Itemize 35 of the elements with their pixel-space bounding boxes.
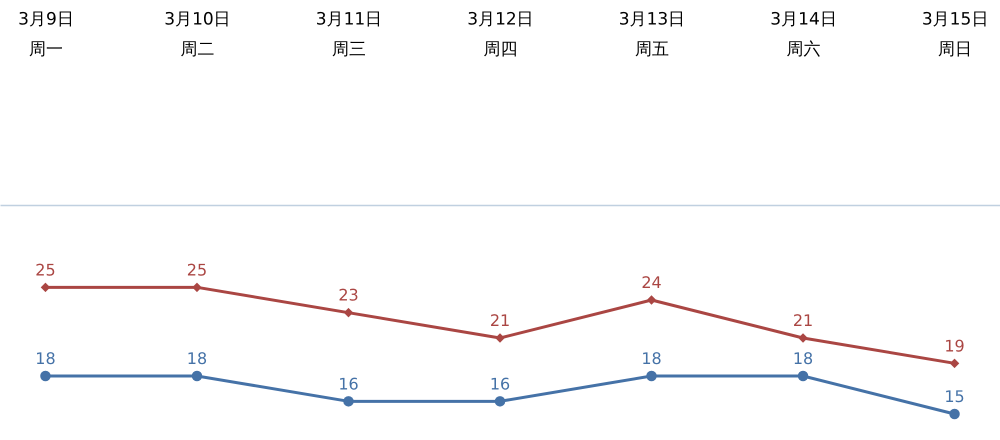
point (495, 333, 505, 343)
data-label: 23 (338, 286, 359, 305)
data-label: 18 (186, 349, 208, 368)
point (950, 358, 960, 368)
point (192, 282, 202, 292)
data-label: 21 (792, 311, 814, 330)
data-label: 18 (35, 349, 56, 368)
data-label: 24 (641, 273, 662, 292)
data-label: 16 (490, 374, 510, 394)
x-tick-label: 3月12日周四 (467, 10, 534, 60)
data-label: 19 (944, 336, 965, 356)
point (344, 308, 354, 318)
point (949, 408, 960, 420)
data-label: 25 (35, 260, 56, 280)
x-tick-label: 3月9日周一 (18, 10, 74, 60)
point (40, 370, 51, 382)
point (798, 333, 808, 343)
data-label: 25 (186, 260, 208, 280)
point (646, 295, 656, 305)
point (343, 396, 354, 407)
point (192, 370, 202, 382)
data-label: 16 (338, 374, 359, 394)
data-label: 15 (944, 387, 965, 406)
x-tick-label: 3月14日周六 (770, 10, 837, 60)
data-label: 18 (792, 349, 814, 368)
x-tick-label: 3月15日周日 (922, 10, 988, 60)
data-label: 18 (641, 349, 662, 368)
point (494, 396, 506, 407)
data-label: 21 (490, 311, 510, 330)
x-tick-label: 3月10日周二 (164, 10, 231, 60)
point (798, 370, 808, 382)
x-tick-label: 3月11日周三 (316, 10, 382, 60)
point (646, 370, 657, 382)
x-tick-label: 3月13日周五 (618, 10, 686, 60)
point (40, 282, 50, 292)
